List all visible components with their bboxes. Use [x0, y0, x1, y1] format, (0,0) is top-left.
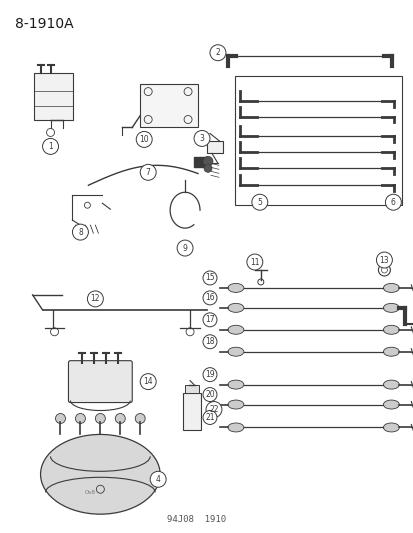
Text: 20: 20 [205, 390, 214, 399]
Text: Ov8: Ov8 [85, 490, 96, 495]
Ellipse shape [382, 303, 399, 312]
Text: 12: 12 [90, 294, 100, 303]
Text: 10: 10 [139, 135, 149, 144]
Circle shape [135, 414, 145, 424]
Circle shape [202, 156, 212, 166]
Text: 16: 16 [205, 293, 214, 302]
Text: 8-1910A: 8-1910A [14, 17, 73, 31]
Circle shape [136, 132, 152, 148]
Text: 11: 11 [249, 257, 259, 266]
Circle shape [72, 224, 88, 240]
Circle shape [202, 335, 216, 349]
Circle shape [95, 414, 105, 424]
Circle shape [202, 291, 216, 305]
Text: 7: 7 [145, 168, 150, 177]
Circle shape [140, 374, 156, 390]
Bar [234, 76, 401, 205]
Ellipse shape [228, 284, 243, 293]
Text: 14: 14 [143, 377, 153, 386]
Text: 13: 13 [379, 255, 388, 264]
Bar [140, 84, 197, 127]
Ellipse shape [228, 303, 243, 312]
Circle shape [209, 45, 225, 61]
Circle shape [206, 401, 221, 417]
Circle shape [251, 194, 267, 210]
Circle shape [75, 414, 85, 424]
Ellipse shape [382, 423, 399, 432]
Text: 5: 5 [257, 198, 261, 207]
Text: 94J08  1910: 94J08 1910 [167, 515, 226, 524]
Ellipse shape [228, 380, 243, 389]
Circle shape [43, 139, 58, 155]
Ellipse shape [228, 400, 243, 409]
Ellipse shape [382, 347, 399, 356]
Ellipse shape [228, 423, 243, 432]
Text: 2: 2 [215, 48, 220, 57]
Text: 21: 21 [205, 413, 214, 422]
Circle shape [202, 410, 216, 424]
Circle shape [87, 291, 103, 307]
Ellipse shape [382, 284, 399, 293]
Bar [194, 157, 206, 167]
Circle shape [375, 252, 392, 268]
Text: 19: 19 [205, 370, 214, 379]
Circle shape [246, 254, 262, 270]
Circle shape [115, 414, 125, 424]
FancyBboxPatch shape [206, 141, 223, 154]
Circle shape [140, 164, 156, 180]
FancyBboxPatch shape [68, 361, 132, 402]
Polygon shape [33, 72, 73, 120]
Circle shape [194, 131, 209, 147]
Ellipse shape [228, 347, 243, 356]
Text: 1: 1 [48, 142, 53, 151]
Ellipse shape [40, 434, 160, 514]
Text: 3: 3 [199, 134, 204, 143]
Circle shape [202, 271, 216, 285]
Ellipse shape [382, 400, 399, 409]
Text: 15: 15 [205, 273, 214, 282]
Ellipse shape [228, 325, 243, 334]
Bar [185, 385, 199, 393]
Circle shape [202, 368, 216, 382]
Ellipse shape [382, 380, 399, 389]
Circle shape [385, 194, 400, 210]
Text: 17: 17 [205, 316, 214, 324]
Text: 18: 18 [205, 337, 214, 346]
Circle shape [202, 387, 216, 401]
Circle shape [202, 313, 216, 327]
Text: 4: 4 [155, 475, 160, 484]
Circle shape [55, 414, 65, 424]
Circle shape [177, 240, 192, 256]
Ellipse shape [382, 325, 399, 334]
Text: 22: 22 [209, 405, 218, 414]
Bar [183, 393, 201, 431]
Circle shape [204, 164, 211, 172]
Text: 9: 9 [182, 244, 187, 253]
Text: 6: 6 [390, 198, 395, 207]
Circle shape [150, 471, 166, 487]
Text: 8: 8 [78, 228, 83, 237]
